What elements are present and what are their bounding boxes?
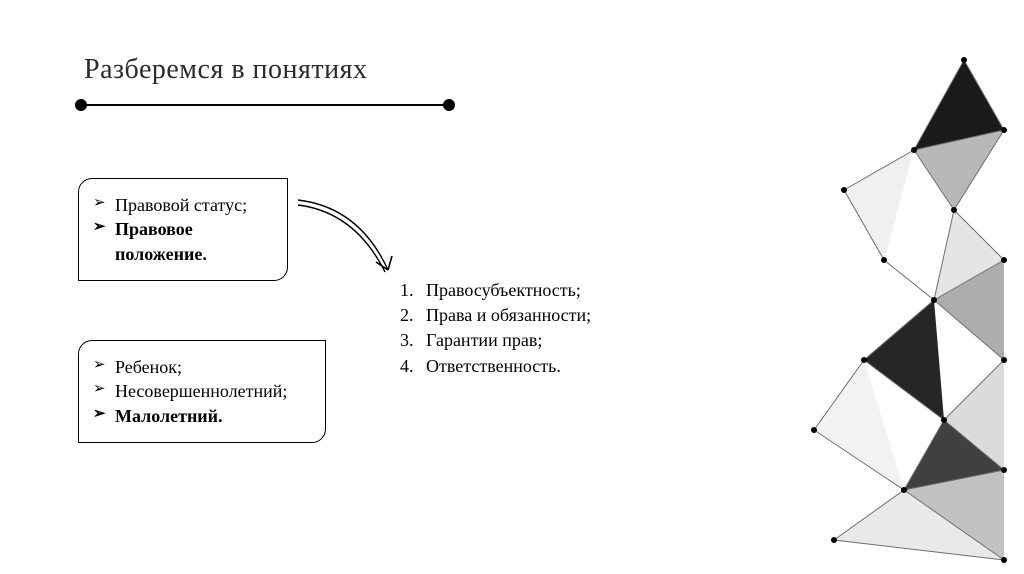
slide: Разберемся в понятиях Правовой статус; П… (0, 0, 1024, 574)
concept-box-bottom: Ребенок; Несовершеннолетний; Малолетний. (78, 340, 326, 443)
concept-box-bottom-list: Ребенок; Несовершеннолетний; Малолетний. (93, 355, 305, 428)
page-title: Разберемся в понятиях (84, 54, 368, 86)
numbered-list: Правосубъектность; Права и обязанности; … (400, 278, 591, 379)
list-item: Права и обязанности; (400, 303, 591, 328)
list-item: Малолетний. (93, 404, 305, 428)
list-item: Несовершеннолетний; (93, 379, 305, 403)
list-item: Гарантии прав; (400, 328, 591, 353)
list-item: Правосубъектность; (400, 278, 591, 303)
title-block: Разберемся в понятиях (84, 54, 368, 86)
list-item: Ответственность. (400, 354, 591, 379)
list-item: Ребенок; (93, 355, 305, 379)
title-underline-line (80, 104, 450, 106)
geometric-decor (704, 0, 1024, 574)
list-item: Правовой статус; (93, 193, 267, 217)
concept-box-top: Правовой статус; Правовое положение. (78, 178, 288, 281)
arrow-icon (292, 192, 412, 292)
list-item: Правовое положение. (93, 217, 267, 266)
title-underline-dot-right (443, 99, 455, 111)
numbered-list-ol: Правосубъектность; Права и обязанности; … (400, 278, 591, 379)
title-underline-dot-left (75, 99, 87, 111)
title-underline (80, 98, 450, 112)
concept-box-top-list: Правовой статус; Правовое положение. (93, 193, 267, 266)
